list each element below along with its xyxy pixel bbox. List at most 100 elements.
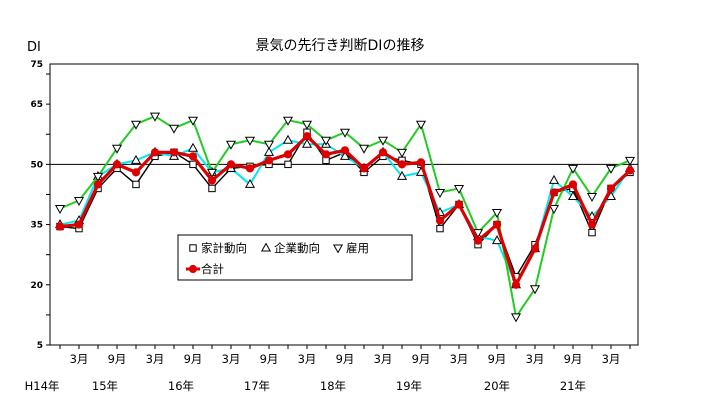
x-tick-label: 9月	[184, 352, 203, 366]
series-3-marker	[377, 136, 389, 146]
series-4-marker	[131, 168, 141, 177]
legend-item-4-marker	[188, 264, 198, 274]
series-3-marker	[225, 140, 237, 150]
y-tick-label: 50	[30, 160, 43, 170]
series-4-marker	[321, 150, 331, 159]
series-2-marker	[301, 138, 313, 148]
series-4-marker	[93, 180, 103, 189]
series-3-marker	[206, 168, 218, 178]
series-4-marker	[55, 222, 65, 231]
series-3-marker	[624, 156, 636, 166]
x-tick-label: 3月	[526, 352, 545, 366]
series-4-marker	[492, 220, 502, 229]
series-4-marker	[397, 160, 407, 169]
series-3-marker	[320, 136, 332, 146]
x-tick-label: 9月	[412, 352, 431, 366]
series-1-marker	[208, 184, 216, 193]
x-tick-label: 9月	[336, 352, 355, 366]
y-tick-label: 35	[30, 221, 43, 231]
series-3-marker	[244, 136, 256, 146]
series-4-marker	[549, 188, 559, 197]
x-tick-label: 9月	[260, 352, 279, 366]
series-1-marker	[189, 160, 197, 169]
series-4-marker	[207, 176, 217, 185]
series-4-marker	[188, 152, 198, 161]
series-4-marker	[378, 148, 388, 157]
series-3-marker	[187, 116, 199, 126]
chart-title: 景気の先行き判断DIの推移	[256, 38, 425, 54]
y-axis-ticks: 5 20 35 50 65 75	[30, 60, 50, 351]
y-tick-label: 5	[37, 341, 43, 351]
legend-item-4-label: 合計	[201, 262, 224, 276]
series-2-marker	[567, 190, 579, 200]
series-4-marker	[74, 220, 84, 229]
series-3-marker	[54, 205, 66, 215]
series-3-marker	[491, 209, 503, 219]
series-3-marker	[263, 140, 275, 150]
x-tick-label: 3月	[298, 352, 317, 366]
x-tick-label: 9月	[108, 352, 127, 366]
series-3-marker	[510, 313, 522, 323]
series-3-marker	[548, 205, 560, 215]
series-3-marker	[73, 196, 85, 207]
series-layer	[54, 112, 636, 323]
series-4-marker	[264, 156, 274, 165]
x-tick-label: 3月	[374, 352, 393, 366]
series-3-marker	[130, 120, 142, 130]
x-year-label: 20年	[484, 379, 510, 393]
series-3-marker	[111, 144, 123, 154]
series-4-marker	[606, 184, 616, 193]
x-tick-label: 3月	[602, 352, 621, 366]
legend-item-1-marker	[189, 244, 197, 252]
x-year-label: 16年	[168, 379, 194, 393]
series-2-marker	[339, 150, 351, 160]
series-4-marker	[169, 148, 179, 157]
series-1-marker	[436, 224, 444, 233]
series-4-marker	[511, 280, 521, 289]
x-tick-label: 3月	[222, 352, 241, 366]
series-3-marker	[301, 120, 313, 130]
series-4-marker	[226, 160, 236, 169]
series-3-marker	[149, 112, 161, 122]
series-3-marker	[453, 184, 465, 194]
series-4-marker	[302, 132, 312, 141]
series-2-marker	[187, 142, 199, 152]
y-tick-label: 65	[30, 100, 43, 110]
series-3-marker	[415, 120, 427, 130]
legend-box	[177, 234, 413, 281]
series-2-marker	[491, 235, 503, 245]
series-1-marker	[132, 180, 140, 189]
series-3-marker	[282, 116, 294, 126]
series-3-marker	[529, 285, 541, 295]
x-tick-label: 9月	[564, 352, 583, 366]
series-3-marker	[434, 188, 446, 198]
x-year-label: H14年	[25, 379, 60, 393]
series-4-marker	[340, 146, 350, 155]
series-3-marker	[358, 144, 370, 154]
legend-item-2-label: 企業動向	[274, 241, 320, 255]
legend-item-3-marker	[332, 244, 344, 254]
x-tick-label: 3月	[70, 352, 89, 366]
series-4-marker	[283, 150, 293, 159]
series-4-marker	[150, 148, 160, 157]
series-2-marker	[263, 146, 275, 156]
legend-item-3-label: 雇用	[346, 241, 369, 255]
x-tick-label: 3月	[146, 352, 165, 366]
series-2-marker	[282, 134, 294, 144]
series-4-marker	[454, 200, 464, 209]
series-3-marker	[605, 164, 617, 174]
series-4-marker	[112, 160, 122, 169]
x-year-label: 21年	[560, 379, 586, 393]
series-4-marker	[625, 166, 635, 175]
x-year-label: 19年	[396, 379, 422, 393]
series-4-marker	[568, 180, 578, 189]
y-axis-unit: DI	[27, 40, 41, 55]
series-3-marker	[168, 124, 180, 134]
x-tick-label: 9月	[488, 352, 507, 366]
series-3-marker	[92, 172, 104, 182]
series-2-marker	[244, 178, 256, 188]
series-1-marker	[284, 160, 292, 169]
series-4-marker	[473, 236, 483, 245]
